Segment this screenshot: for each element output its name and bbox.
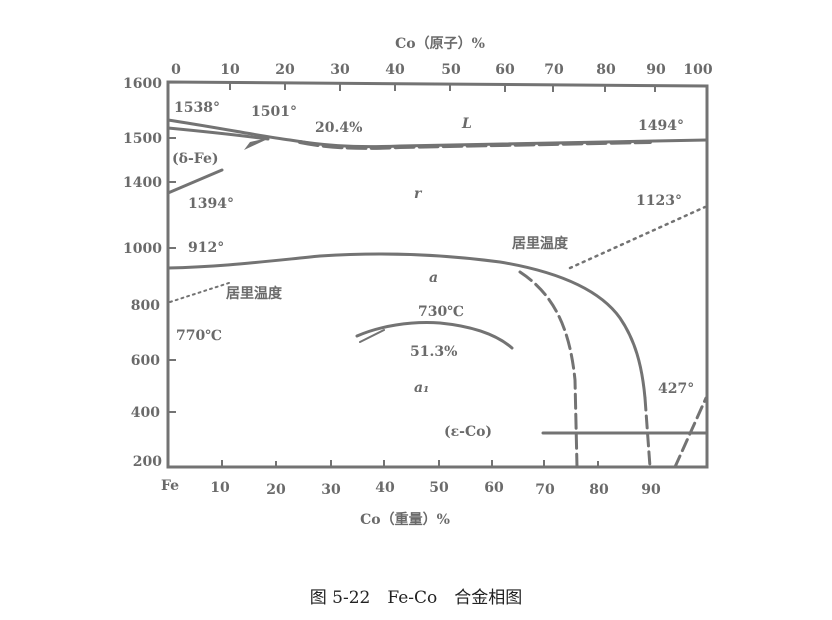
delta-boundary-line xyxy=(166,126,270,141)
label-51-3-pct: 51.3% xyxy=(410,344,457,360)
gamma-alpha-line xyxy=(166,252,647,400)
bottom-tick-label: 70 xyxy=(535,482,555,498)
label-gamma: r xyxy=(414,186,423,202)
label-1394: 1394° xyxy=(188,196,234,212)
curie-line-right xyxy=(568,205,707,270)
label-427: 427° xyxy=(658,381,694,397)
top-tick-label: 40 xyxy=(385,62,405,78)
top-tick-label: 90 xyxy=(646,62,666,78)
label-alpha: a xyxy=(429,270,438,286)
bottom-tick-label: 60 xyxy=(484,480,504,496)
label-1123: 1123° xyxy=(636,193,682,209)
figure-caption: 图 5-22 Fe-Co 合金相图 xyxy=(310,588,523,608)
y-tick-label: 800 xyxy=(131,298,160,314)
label-20-4-pct: 20.4% xyxy=(315,120,362,136)
label-epsilon-co: (ε-Co) xyxy=(444,424,492,440)
y-tick-label: 600 xyxy=(131,353,160,369)
y-tick-label: 1400 xyxy=(123,175,162,191)
label-alpha1: a₁ xyxy=(414,380,429,396)
top-axis-title: Co（原子）% xyxy=(395,36,485,52)
bottom-tick-label: Fe xyxy=(161,478,179,494)
y-tick-marks xyxy=(168,137,176,413)
label-curie-left: 居里温度 xyxy=(226,285,283,302)
delta-arrow xyxy=(244,137,272,150)
y-tick-label: 1000 xyxy=(123,241,162,257)
bottom-tick-label: 40 xyxy=(375,480,395,496)
arc-end-hook-left xyxy=(359,329,385,343)
top-tick-label: 80 xyxy=(596,62,616,78)
top-tick-label: 70 xyxy=(544,62,564,78)
top-tick-label: 60 xyxy=(495,62,515,78)
solidus-dashed-line xyxy=(298,140,652,150)
y-axis-labels: 1600 1500 1400 1000 800 600 400 200 xyxy=(123,76,162,470)
label-1538: 1538° xyxy=(174,100,220,116)
bottom-axis-title: Co（重量）% xyxy=(360,511,450,528)
bottom-tick-label: 30 xyxy=(321,482,341,498)
top-axis-labels: 0 10 20 30 40 50 60 70 80 90 100 xyxy=(171,62,713,78)
label-1501: 1501° xyxy=(251,104,297,120)
label-1494: 1494° xyxy=(638,118,684,134)
alpha-dashed-line-76 xyxy=(518,270,579,469)
label-delta-fe: (δ-Fe) xyxy=(172,151,218,167)
top-tick-label: 50 xyxy=(441,62,461,78)
label-912: 912° xyxy=(188,240,224,256)
bottom-tick-label: 20 xyxy=(266,482,286,498)
delta-gamma-line xyxy=(166,168,224,195)
label-liquid: L xyxy=(461,116,472,132)
curie-line-left xyxy=(169,281,233,303)
top-tick-marks xyxy=(229,83,656,92)
bottom-axis-labels: Fe 10 20 30 40 50 60 70 80 90 xyxy=(161,478,661,498)
label-770: 770℃ xyxy=(176,328,222,344)
order-disorder-arc xyxy=(355,321,514,350)
y-tick-label: 400 xyxy=(131,405,160,421)
bottom-tick-label: 90 xyxy=(641,482,661,498)
y-tick-label: 200 xyxy=(133,454,162,470)
bottom-tick-label: 10 xyxy=(210,480,230,496)
top-tick-label: 10 xyxy=(220,62,240,78)
bottom-tick-label: 50 xyxy=(429,480,449,496)
y-tick-label: 1600 xyxy=(123,76,162,92)
bottom-tick-label: 80 xyxy=(589,482,609,498)
plot-frame xyxy=(166,80,709,469)
y-tick-label: 1500 xyxy=(123,131,162,147)
liquidus-line xyxy=(166,118,709,149)
top-tick-label: 30 xyxy=(330,62,350,78)
top-tick-label: 0 xyxy=(171,62,181,78)
label-curie-right: 居里温度 xyxy=(512,235,569,252)
label-730: 730℃ xyxy=(418,304,464,320)
bottom-tick-marks xyxy=(221,460,599,467)
top-tick-label: 100 xyxy=(683,62,712,78)
top-tick-label: 20 xyxy=(275,62,295,78)
epsilon-dashed-line xyxy=(673,396,708,469)
